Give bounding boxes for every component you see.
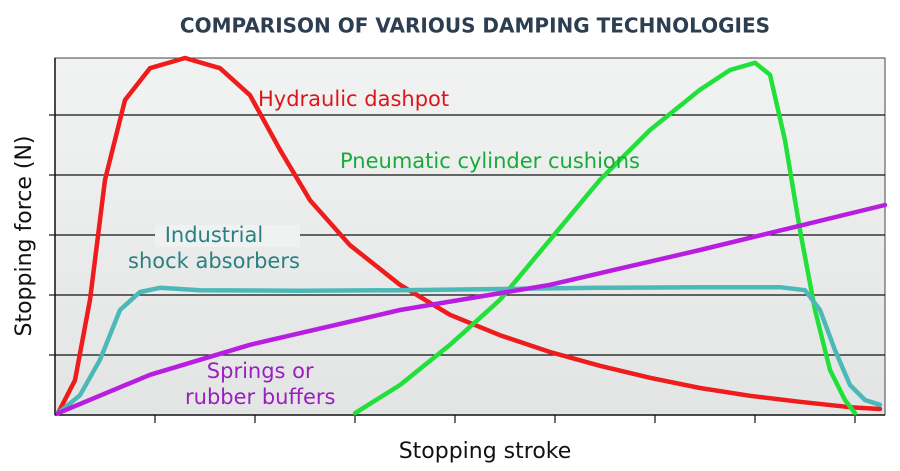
- chart-title: COMPARISON OF VARIOUS DAMPING TECHNOLOGI…: [180, 14, 770, 38]
- y-axis-label: Stopping force (N): [12, 135, 37, 336]
- x-axis-label: Stopping stroke: [399, 439, 572, 464]
- series-line: [352, 60, 858, 416]
- series-label: Industrial shock absorbers: [128, 223, 300, 273]
- series-label: Pneumatic cylinder cushions: [340, 149, 640, 173]
- series-line: [55, 202, 888, 416]
- series-line: [55, 284, 883, 416]
- series-line: [55, 55, 883, 416]
- series-label: Springs or rubber buffers: [185, 359, 336, 409]
- label-backdrop: [155, 225, 300, 247]
- series-label: Hydraulic dashpot: [258, 87, 450, 111]
